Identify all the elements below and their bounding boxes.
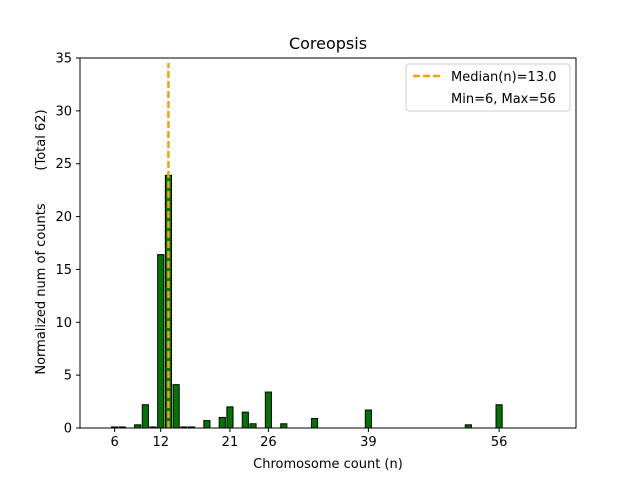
bar-n-39	[364, 409, 372, 429]
x-tick-label: 26	[260, 435, 277, 450]
plot-area	[80, 58, 576, 428]
x-tick-label: 21	[222, 435, 239, 450]
bar-n-26	[264, 391, 272, 429]
x-ticks-group: 6 12 21 26 39 56	[110, 428, 507, 450]
y-axis-total-label: (Total 62)	[34, 109, 49, 170]
y-ticks-group: 0 5 10 15 20 25 30 35	[55, 52, 80, 437]
y-tick-label: 25	[55, 157, 72, 172]
bar-n-10	[141, 404, 149, 429]
y-tick-label: 10	[55, 316, 72, 331]
x-tick-label: 6	[110, 435, 118, 450]
y-tick-label: 5	[64, 369, 72, 384]
axes-frame	[79, 57, 577, 429]
bar-n-20	[218, 416, 226, 429]
chart-title: Coreopsis	[289, 34, 367, 53]
y-tick-label: 15	[55, 263, 72, 278]
y-tick-label: 0	[64, 422, 72, 437]
x-tick-label: 39	[360, 435, 377, 450]
bar-n-23	[241, 411, 249, 429]
x-tick-label: 12	[152, 435, 169, 450]
bar-n-56	[495, 404, 503, 429]
legend-box	[405, 63, 571, 112]
bar-n-32	[310, 417, 319, 429]
y-tick-label: 30	[55, 104, 72, 119]
bar-n-12	[157, 254, 165, 429]
y-axis-label: Normalized num of counts	[34, 203, 49, 374]
y-tick-label: 35	[55, 52, 72, 67]
bar-n-24	[249, 423, 257, 429]
legend: Median(n)=13.0 Min=6, Max=56	[405, 63, 571, 112]
bar-n-21	[226, 406, 234, 429]
legend-median-label: Median(n)=13.0	[451, 70, 557, 85]
bar-n-28	[280, 423, 288, 429]
bar-n-18	[203, 420, 211, 429]
x-axis-label: Chromosome count (n)	[253, 457, 403, 472]
legend-range-label: Min=6, Max=56	[451, 92, 556, 107]
bar-n-14	[172, 384, 180, 429]
y-tick-label: 20	[55, 210, 72, 225]
x-tick-label: 56	[491, 435, 508, 450]
